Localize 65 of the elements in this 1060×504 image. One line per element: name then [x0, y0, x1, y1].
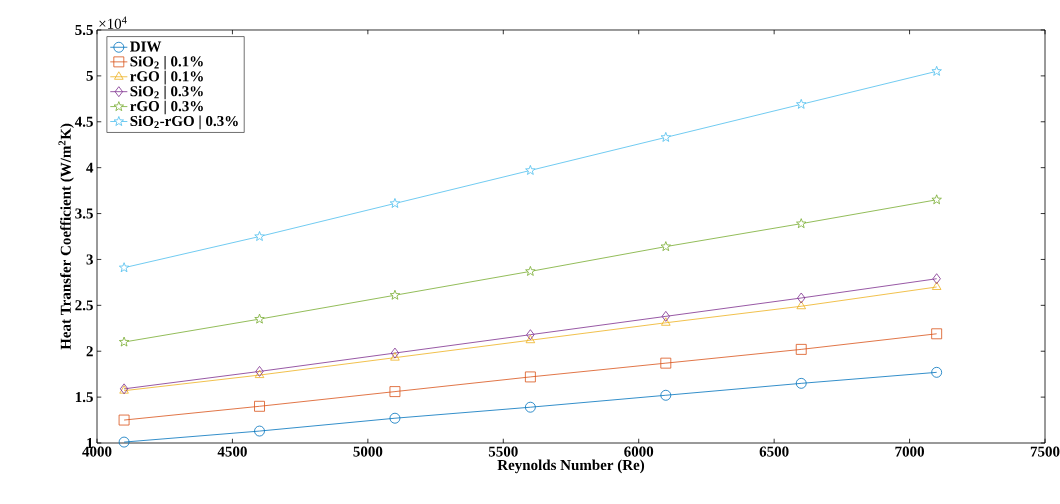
legend-label: DIW [130, 41, 162, 52]
y-tick-label: 4 [86, 162, 94, 173]
y-tick-label: 1.5 [75, 392, 93, 403]
point [525, 265, 536, 276]
point [524, 401, 536, 413]
point [795, 377, 807, 389]
point [931, 194, 942, 205]
point [254, 400, 265, 412]
y-tick-label: 2 [86, 346, 93, 357]
point [931, 366, 943, 378]
point [389, 198, 401, 208]
point [795, 343, 807, 355]
y-tick-label: 4.5 [74, 116, 93, 127]
point [661, 310, 670, 322]
point [254, 425, 265, 437]
x-axis-title: Reynolds Number (Re) [497, 459, 645, 474]
y-tick-label: 5 [86, 70, 93, 81]
y-tick-label: 2.5 [75, 300, 93, 311]
legend-label: rGO | 0.3% [130, 100, 203, 115]
x-tick-label: 7500 [1030, 446, 1060, 457]
point [797, 292, 806, 304]
point [254, 313, 265, 324]
text: ×10$^{4}$ [99, 16, 127, 29]
y-tick-label: 5.5 [75, 24, 93, 36]
x-tick-label: 6500 [759, 446, 789, 457]
point [254, 231, 265, 241]
point [525, 165, 536, 175]
point [390, 347, 400, 359]
x-tick-label: 6000 [624, 446, 654, 457]
y-tick-label: 3 [86, 254, 93, 265]
point [118, 414, 130, 426]
point [661, 317, 671, 326]
y-axis-title: Heat Transfer Coefficient (W/m$^{2}$K) [58, 123, 74, 350]
point [118, 336, 130, 347]
point [660, 389, 672, 401]
point [525, 334, 536, 344]
legend-label: rGO | 0.1% [130, 70, 203, 85]
x-tick-label: 5500 [488, 446, 518, 457]
point [932, 273, 941, 285]
x-tick-label: 5000 [353, 446, 383, 457]
point [390, 352, 400, 361]
point [931, 65, 942, 76]
y-tick-label: 3.5 [75, 208, 93, 219]
point [524, 371, 536, 383]
point [796, 218, 807, 229]
point [660, 357, 672, 369]
point [796, 98, 807, 109]
point [526, 329, 535, 341]
point [796, 300, 806, 310]
point [389, 289, 401, 300]
point [389, 412, 401, 424]
x-tick-label: 4500 [217, 446, 247, 457]
point [118, 436, 130, 448]
x-tick-label: 7000 [895, 446, 925, 457]
legend-label: SiO$_{2}$ | 0.3% [130, 85, 203, 100]
legend-label: SiO$_{2}$ | 0.1% [130, 55, 203, 70]
legend-label: SiO$_{2}$-rGO | 0.3% [130, 115, 238, 130]
point [660, 241, 671, 252]
x-tick-label: 4000 [82, 446, 112, 457]
point [931, 281, 942, 290]
y-tick-label: 1 [87, 438, 93, 448]
point [660, 131, 671, 142]
point [931, 328, 943, 340]
point [389, 386, 401, 397]
point [118, 262, 130, 273]
